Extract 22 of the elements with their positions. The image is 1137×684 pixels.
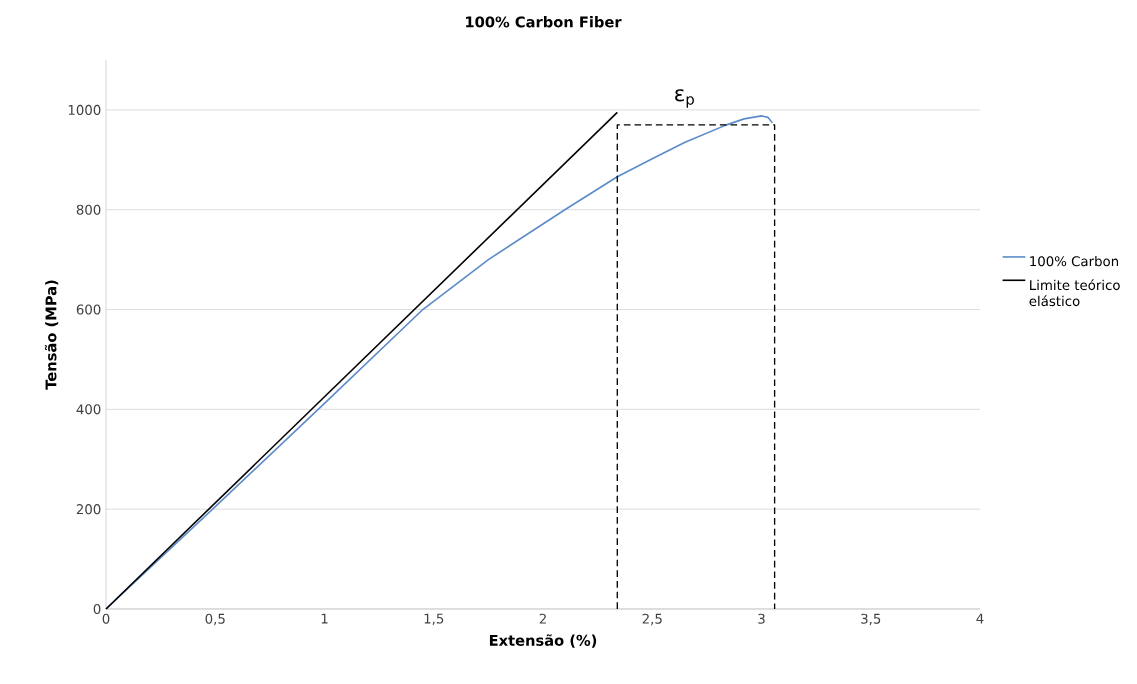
x-tick-label: 1,5: [424, 613, 444, 625]
y-tick-label: 1000: [68, 104, 101, 115]
y-axis-title: Tensão (MPa): [44, 280, 59, 390]
annotation: ε$_{p}$: [675, 89, 694, 108]
x-axis-title: Extensão (%): [489, 634, 597, 648]
y-tick-label: 200: [76, 504, 101, 515]
y-tick-label: 0: [93, 603, 101, 615]
x-tick-label: 0,5: [205, 613, 225, 626]
x-tick-label: 2: [539, 613, 546, 624]
x-tick-label: 3: [758, 613, 765, 624]
x-tick-label: 3,5: [861, 613, 881, 626]
legend-label: Limite teórico elástico: [1029, 279, 1120, 307]
x-tick-label: 4: [976, 613, 984, 624]
y-tick-label: 400: [76, 404, 101, 415]
y-tick-label: 800: [76, 204, 101, 215]
x-tick-label: 2,5: [642, 613, 662, 626]
x-tick-label: 1: [321, 613, 328, 624]
legend-label: 100% Carbon: [1030, 255, 1119, 267]
y-tick-label: 600: [76, 304, 101, 315]
line-series: [105, 115, 774, 610]
chart-title: 100% Carbon Fiber: [466, 16, 622, 28]
x-tick-label: 0: [102, 613, 110, 624]
